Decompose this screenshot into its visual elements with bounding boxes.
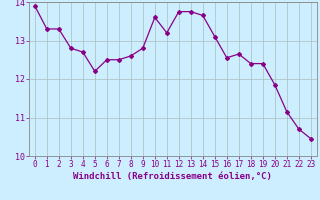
X-axis label: Windchill (Refroidissement éolien,°C): Windchill (Refroidissement éolien,°C) (73, 172, 272, 181)
